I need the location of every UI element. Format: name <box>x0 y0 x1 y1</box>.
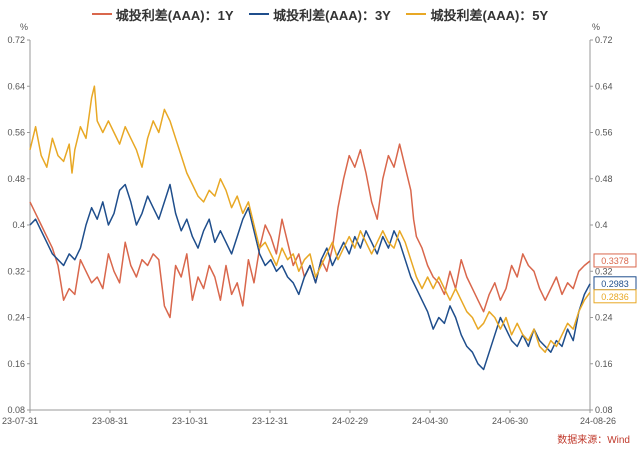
legend-swatch-1y <box>91 13 112 15</box>
y-tick-label-left: 0.48 <box>7 174 25 184</box>
x-tick-label: 23-07-31 <box>2 416 38 426</box>
chart-legend: 城投利差(AAA)：1Y 城投利差(AAA)：3Y 城投利差(AAA)：5Y <box>0 3 640 24</box>
end-label-1: 0.2983 <box>601 279 629 289</box>
y-tick-label-right: 0.4 <box>595 220 608 230</box>
legend-label-5y: 城投利差(AAA)：5Y <box>430 7 549 23</box>
x-tick-label: 24-08-26 <box>580 416 616 426</box>
legend-item-5y: 城投利差(AAA)：5Y <box>406 5 548 24</box>
y-tick-label-right: 0.16 <box>595 359 613 369</box>
y-unit-right: % <box>592 22 600 32</box>
legend-item-1y: 城投利差(AAA)：1Y <box>91 5 234 24</box>
x-tick-label: 23-08-31 <box>92 416 128 426</box>
x-tick-label: 24-06-30 <box>492 416 528 426</box>
x-tick-label: 23-10-31 <box>172 416 208 426</box>
y-tick-label-left: 0.16 <box>7 359 25 369</box>
y-unit-left: % <box>20 22 28 32</box>
legend-item-3y: 城投利差(AAA)：3Y <box>249 5 391 24</box>
y-tick-label-left: 0.56 <box>7 128 25 138</box>
legend-swatch-3y <box>249 13 270 15</box>
y-tick-label-left: 0.64 <box>7 81 25 91</box>
y-tick-label-right: 0.08 <box>595 405 613 415</box>
y-tick-label-left: 0.08 <box>7 405 25 415</box>
y-tick-label-left: 0.4 <box>12 220 25 230</box>
legend-swatch-5y <box>406 13 427 15</box>
x-tick-label: 24-02-29 <box>332 416 368 426</box>
y-tick-label-right: 0.24 <box>595 313 613 323</box>
x-tick-label: 24-04-30 <box>412 416 448 426</box>
end-label-0: 0.3378 <box>601 256 629 266</box>
y-tick-label-left: 0.72 <box>7 35 25 45</box>
data-source-note: 数据来源：Wind <box>557 435 630 446</box>
end-label-box-2 <box>593 289 637 304</box>
y-tick-label-right: 0.48 <box>595 174 613 184</box>
legend-label-1y: 城投利差(AAA)：1Y <box>115 7 234 23</box>
y-tick-label-right: 0.72 <box>595 35 613 45</box>
y-tick-label-right: 0.32 <box>595 266 613 276</box>
y-tick-label-right: 0.64 <box>595 81 613 91</box>
series-line-0 <box>29 143 591 319</box>
series-line-2 <box>29 85 591 353</box>
y-tick-label-left: 0.32 <box>7 266 25 276</box>
series-line-1 <box>29 183 591 371</box>
end-label-2: 0.2836 <box>601 292 629 302</box>
end-label-box-0 <box>593 253 637 268</box>
x-tick-label: 23-12-31 <box>252 416 288 426</box>
y-tick-label-left: 0.24 <box>7 313 25 323</box>
y-tick-label-right: 0.56 <box>595 128 613 138</box>
legend-label-3y: 城投利差(AAA)：3Y <box>273 7 391 23</box>
